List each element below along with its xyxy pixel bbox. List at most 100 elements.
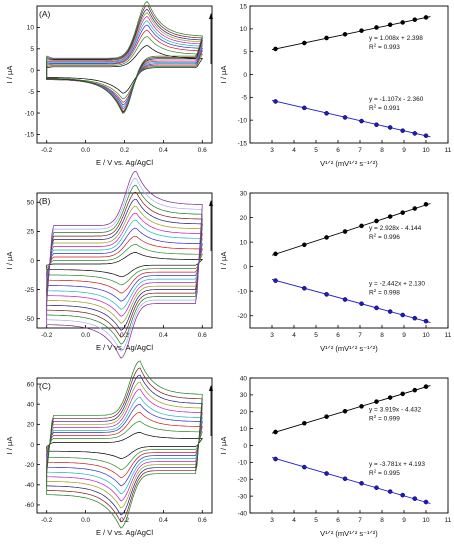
cv-y-axis-label: I / μA [5,252,14,270]
linear-x-tick-label: 7 [358,147,362,154]
linear-y-tick-label: -5 [241,95,247,102]
linear-y-tick-label: 20 [240,409,248,416]
linear-x-axis-label: V¹ᐟ² (mV¹ᐟ² s⁻¹ᐟ²) [320,344,378,353]
cv-x-tick-label: 0.0 [81,332,90,339]
cv-panel: -0.2 0.0 0.2 0.4 0.6 -50 -25 0 25 50 (B) E / V vs. … [5,170,213,359]
cv-y-axis-label: I / μA [5,66,14,84]
data-point [324,111,329,116]
arrow-head-icon [209,200,213,206]
linear-x-tick-label: 3 [270,517,274,524]
cv-y-tick-label: 50 [27,200,35,207]
cv-panel: -0.2 0.0 0.2 0.4 0.6 -15 -10 -5 0 5 10 (A) E / V vs.… [5,1,213,167]
r-squared-value: = 0.995 [376,470,400,477]
data-point [387,214,393,219]
linear-fit-panel: 3 4 5 6 7 8 9 10 11 -20 -10 0 10 20 30 y = 2.928x - 4.1… [219,190,452,353]
fit-equation: y = 2.928x - 4.144 [369,225,422,232]
cv-x-tick-label: 0.4 [159,332,168,339]
cv-y-tick-label: 5 [30,46,34,53]
cv-curve [46,367,203,523]
linear-y-tick-label: 10 [240,26,248,33]
cv-curve [46,432,204,459]
arrow-head-icon [209,385,213,391]
data-point [387,309,393,314]
data-point [412,387,418,393]
linear-x-tick-label: 10 [422,517,430,524]
linear-plot-frame [249,5,449,144]
data-point [374,485,379,490]
r-squared-superscript: 2 [374,233,377,238]
linear-y-axis-label: I / μA [219,437,228,455]
cv-y-tick-label: -25 [25,287,35,294]
linear-x-tick-label: 6 [336,147,340,154]
linear-fit-panel: 3 4 5 6 7 8 9 10 11 -40 -30 -20 -10 0 10 20 30 40 y = 3.91… [219,375,452,538]
cv-curve [46,212,203,317]
linear-x-tick-label: 11 [445,147,452,154]
data-point [273,46,278,52]
data-point [412,315,418,321]
cv-curves [46,1,203,114]
data-point [423,499,429,505]
linear-x-tick-label: 5 [314,517,318,524]
linear-x-axis-label: V¹ᐟ² (mV¹ᐟ² s⁻¹ᐟ²) [320,159,378,168]
fit-equation: y = 3.919x - 4.432 [369,407,422,414]
cv-x-tick-label: 0.4 [159,147,168,154]
linear-x-tick-label: 11 [445,332,452,339]
panel-label: (B) [39,196,51,206]
data-point [342,229,348,234]
cv-curve [46,170,203,359]
fit-equation: y = -3.781x + 4.193 [369,461,425,468]
data-point [324,292,329,297]
cv-y-tick-label: -60 [25,502,35,509]
linear-x-tick-label: 7 [358,332,362,339]
cv-x-tick-label: 0.2 [120,332,129,339]
r-squared-value: = 0.991 [376,105,400,112]
data-point [400,391,405,397]
r-squared-label: R2 = 0.998 [369,288,400,297]
cv-y-tick-label: 60 [27,381,35,388]
data-point [412,131,418,136]
cv-x-tick-label: -0.2 [41,517,53,524]
linear-y-tick-label: 0 [243,443,247,450]
data-point [423,384,429,389]
cv-y-tick-label: 0 [30,68,34,75]
figure-row-a: -0.2 0.0 0.2 0.4 0.6 -15 -10 -5 0 5 10 (A) E / V vs.… [5,1,452,168]
r-squared-superscript: 2 [374,43,377,48]
data-point [273,429,278,435]
data-point [302,285,307,291]
cv-curve [46,388,203,502]
arrow-head-icon [209,13,213,19]
linear-y-tick-label: -20 [238,477,248,484]
r-squared-label: R2 = 0.995 [369,468,400,477]
linear-x-tick-label: 5 [314,332,318,339]
data-point [359,480,364,486]
fit-line [271,16,431,51]
cv-y-tick-label: -5 [28,89,34,96]
fit-equation: y = -2.442x + 2.130 [369,280,425,287]
data-point [302,105,307,111]
linear-y-tick-label: -10 [238,460,248,467]
r-squared-superscript: 2 [374,288,377,293]
data-point [324,471,329,476]
linear-x-tick-label: 8 [380,147,384,154]
data-point [359,404,364,409]
cv-curve [46,198,203,331]
data-point [359,28,364,33]
cv-curve [46,227,203,302]
cv-y-tick-label: -15 [25,132,35,139]
cv-y-tick-label: -40 [25,482,35,489]
panel-label: (A) [39,9,51,19]
r-squared-superscript: 2 [374,468,377,473]
linear-x-tick-label: 9 [402,147,406,154]
data-point [302,242,307,248]
linear-y-tick-label: -10 [238,288,248,295]
linear-x-tick-label: 4 [292,517,296,524]
data-point [412,496,418,501]
linear-x-tick-label: 4 [292,332,296,339]
cv-curve [46,1,203,114]
linear-y-tick-label: -15 [238,140,248,147]
cv-curve [46,396,203,495]
